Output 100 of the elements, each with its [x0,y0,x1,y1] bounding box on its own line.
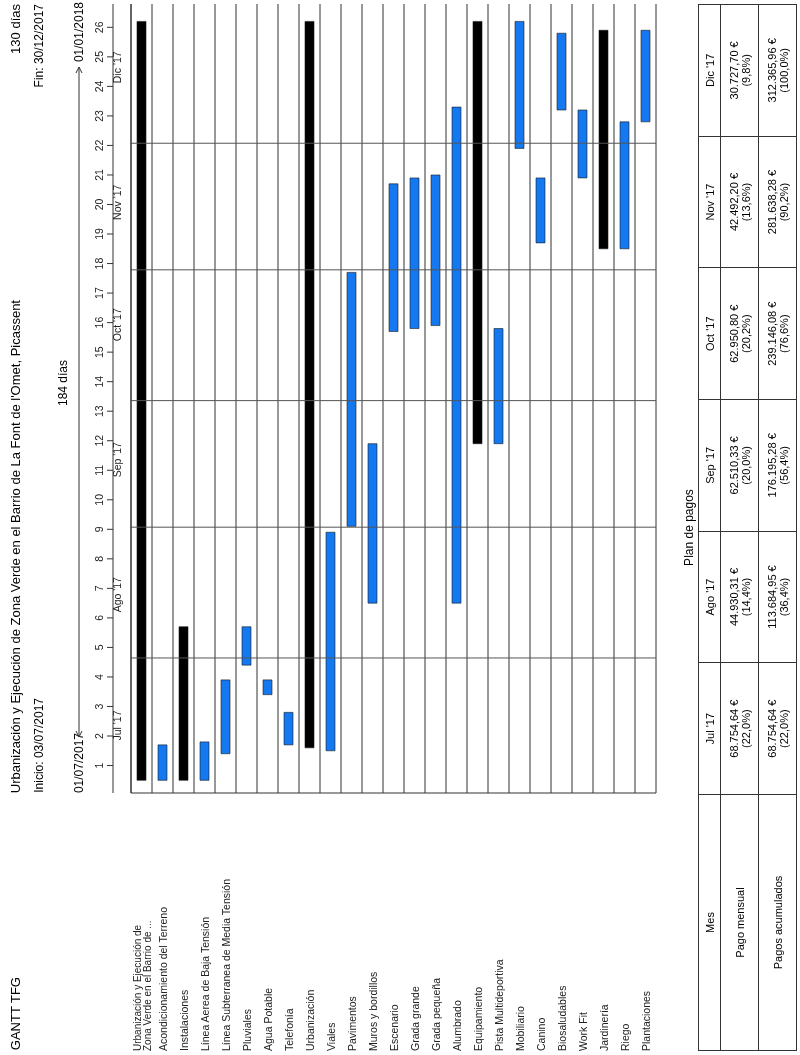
bar [199,741,210,781]
y-tick-label: 14 [93,375,105,388]
text: Plan de pagos [682,488,697,568]
x-tick-label: Agua Potable [261,987,274,1051]
y2-tick-label: Oct '17 [111,308,123,342]
category-label: Ago '17 [698,531,721,663]
x-tick-label: Acondicionamiento del Terreno [156,906,169,1051]
text: Pagos acumulados [758,794,797,1051]
bar [367,443,378,604]
y-tick-label: 13 [93,405,105,418]
category-label: Dic '17 [698,4,721,137]
y2-tick-label: Ago '17 [111,576,123,613]
x-tick-label: Biosaludables [555,985,568,1051]
data-label: 239.146,08 € (76,6%) [758,267,797,400]
bar [262,679,273,695]
bar [472,21,483,444]
y-tick-label: 23 [93,109,105,122]
data-label: 68.754,64 € (22,0%) [720,662,759,795]
data-label: 42.492,20 € (13,6%) [720,136,759,268]
x-tick-label: Pluviales [240,1008,253,1051]
y-tick-label: 2 [93,732,105,739]
data-label: 281.638,28 € (90,2%) [758,136,797,268]
y-tick-label: 1 [93,762,105,769]
x-tick-label: Viales [324,1022,337,1051]
y-tick-label: 11 [93,464,105,476]
x-tick-label: Línea Aerea de Baja Tensión [198,916,211,1051]
text: 130 días [8,4,23,54]
bar [157,744,168,781]
y-tick-label: 25 [93,50,105,63]
text: Pago mensual [720,794,759,1051]
y-tick-label: 22 [93,139,105,152]
bar [577,109,588,179]
category-label: Sep '17 [698,399,721,532]
y2-tick-label: Nov '17 [111,184,123,220]
x-tick-label: Riego [618,1023,631,1051]
bar [220,679,231,755]
y-tick-label: 15 [93,346,105,358]
data-label: 68.754,64 € (22,0%) [758,662,797,795]
data-label: 113.684,95 € (36,4%) [758,531,797,663]
x-tick-label: Línea Subterranea de Media Tensión [219,878,232,1051]
bar [493,328,504,444]
bar [346,272,357,527]
y-tick-label: 17 [93,287,105,299]
bar [535,177,546,244]
y-tick-label: 9 [93,526,105,533]
data-label: 30.727,70 € (9,8%) [720,4,759,137]
y-tick-label: 5 [93,644,105,651]
category-label: Oct '17 [698,267,721,400]
x-tick-label: Pista Multideportiva [492,959,505,1051]
text: Mes [698,794,721,1051]
y-tick-label: 12 [93,434,105,447]
x-tick-label: Work Fit [576,1012,589,1051]
y-tick-label: 3 [93,703,105,710]
bar [283,712,294,746]
bar [640,29,651,123]
x-tick-label: Grada pequeña [429,977,442,1051]
data-label: 176.195,28 € (56,4%) [758,399,797,532]
category-label: Nov '17 [698,136,721,268]
bar [388,183,399,332]
x-tick-label: Instalaciones [177,989,190,1051]
text: Fin: 30/12/2017 [32,4,46,88]
y-tick-label: 18 [93,257,105,270]
bar [556,32,567,111]
x-tick-label: Alumbrado [450,1000,463,1051]
x-tick-label: Equipamiento [471,986,484,1051]
y-tick-label: 19 [93,228,105,240]
y-tick-label: 8 [93,555,105,562]
y-tick-label: 24 [93,80,105,93]
bar [451,106,462,604]
bar [409,177,420,329]
x-tick-label: Canino [534,1017,547,1051]
y-tick-label: 21 [93,168,105,181]
text: Inicio: 03/07/2017 [32,698,46,793]
y-tick-label: 10 [93,493,105,506]
bar [241,626,252,666]
x-tick-label: Telefonía [282,1008,295,1051]
data-label: 312.365,96 € (100,0%) [758,4,797,137]
bar [430,174,441,326]
y2-tick-label: Dic '17 [111,51,123,84]
bar [178,626,189,781]
x-tick-label: Muros y bordillos [366,971,379,1051]
data-label: 44.930,31 € (14,4%) [720,531,759,663]
x-tick-label: Grada grande [408,986,421,1051]
text: 01/07/2017 [72,732,86,793]
x-tick-label: Plantaciones [639,990,652,1051]
bar [136,21,147,781]
bar [514,21,525,149]
data-label: 62.510,33 € (20,0%) [720,399,759,532]
bar [598,29,609,250]
y2-tick-label: Jul '17 [111,710,123,741]
y-tick-label: 6 [93,614,105,621]
text: Urbanización y Ejecución de Zona Verde en el Barrio de La Font de l'Omet, Picassent [8,299,23,793]
text: GANTT TFG [8,976,23,1050]
x-tick-label: Mobiliario [513,1005,526,1051]
bar [619,121,630,250]
x-tick-label: Jardinería [597,1004,610,1051]
bar [325,531,336,752]
x-tick-label: Urbanización [303,989,316,1051]
y-tick-label: 4 [93,673,105,680]
category-label: Jul '17 [698,662,721,795]
